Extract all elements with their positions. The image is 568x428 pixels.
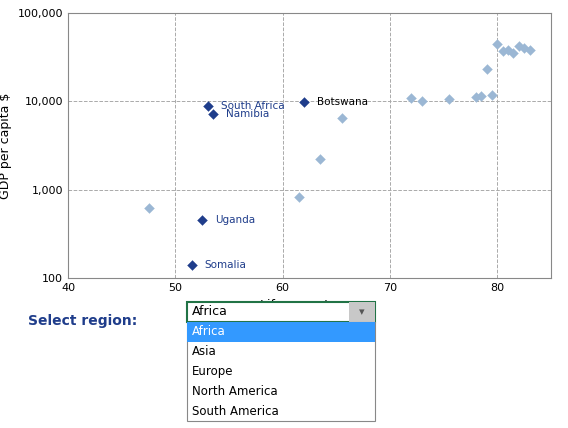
Point <box>198 217 207 224</box>
Point <box>477 92 486 99</box>
Point <box>203 103 212 110</box>
Point <box>471 93 481 100</box>
Point <box>407 94 416 101</box>
Point <box>144 205 153 211</box>
Point <box>525 46 534 53</box>
FancyBboxPatch shape <box>349 302 375 322</box>
Point <box>316 156 325 163</box>
Text: Somalia: Somalia <box>204 260 247 270</box>
Point <box>493 40 502 47</box>
Text: Europe: Europe <box>192 365 233 378</box>
Point <box>208 110 218 117</box>
Y-axis label: GDP per capita $: GDP per capita $ <box>0 92 12 199</box>
FancyBboxPatch shape <box>187 322 375 421</box>
X-axis label: Life expectancy: Life expectancy <box>260 299 359 312</box>
Point <box>514 43 523 50</box>
Text: Africa: Africa <box>192 306 228 318</box>
FancyBboxPatch shape <box>187 302 375 322</box>
Text: Asia: Asia <box>192 345 217 358</box>
Text: Africa: Africa <box>192 325 225 338</box>
Point <box>503 47 512 54</box>
Point <box>487 92 496 98</box>
Text: North America: North America <box>192 385 278 398</box>
Text: South Africa: South Africa <box>220 101 284 111</box>
Text: South America: South America <box>192 405 279 418</box>
Text: Namibia: Namibia <box>226 109 269 119</box>
Point <box>520 45 529 51</box>
Point <box>482 66 491 73</box>
Point <box>294 194 303 201</box>
Point <box>445 96 454 103</box>
Text: ▾: ▾ <box>360 307 365 317</box>
Point <box>498 48 507 54</box>
Point <box>417 97 427 104</box>
Text: Botswana: Botswana <box>317 97 368 107</box>
Point <box>300 98 309 105</box>
Point <box>187 262 196 269</box>
Text: Select region:: Select region: <box>28 314 137 328</box>
Point <box>337 114 346 121</box>
FancyBboxPatch shape <box>187 322 375 342</box>
Text: Uganda: Uganda <box>215 215 255 226</box>
Point <box>509 50 518 56</box>
